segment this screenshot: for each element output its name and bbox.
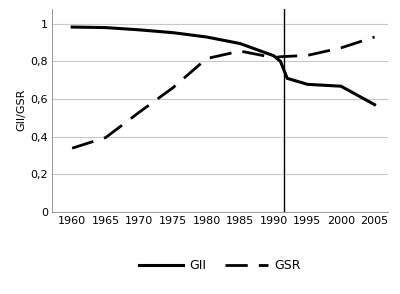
GII	[305, 83, 310, 86]
GII	[238, 42, 242, 45]
GII	[70, 25, 74, 29]
GSR	[271, 56, 276, 59]
GII	[338, 84, 343, 88]
Legend: GII, GSR: GII, GSR	[134, 254, 306, 278]
GSR	[170, 86, 175, 89]
GSR	[338, 46, 343, 50]
GII	[278, 60, 283, 63]
GII	[170, 31, 175, 34]
GII	[271, 54, 276, 58]
GII	[103, 26, 108, 29]
GII	[285, 76, 290, 80]
GSR	[103, 136, 108, 139]
GSR	[204, 57, 209, 60]
GSR	[70, 146, 74, 150]
Line: GSR: GSR	[72, 37, 374, 148]
Y-axis label: GII/GSR: GII/GSR	[16, 89, 26, 131]
GSR	[278, 55, 283, 59]
Line: GII: GII	[72, 27, 374, 105]
GSR	[137, 110, 142, 114]
GII	[372, 103, 377, 106]
GII	[204, 35, 209, 39]
GII	[137, 28, 142, 32]
GSR	[372, 35, 377, 39]
GSR	[305, 54, 310, 57]
GSR	[238, 49, 242, 53]
